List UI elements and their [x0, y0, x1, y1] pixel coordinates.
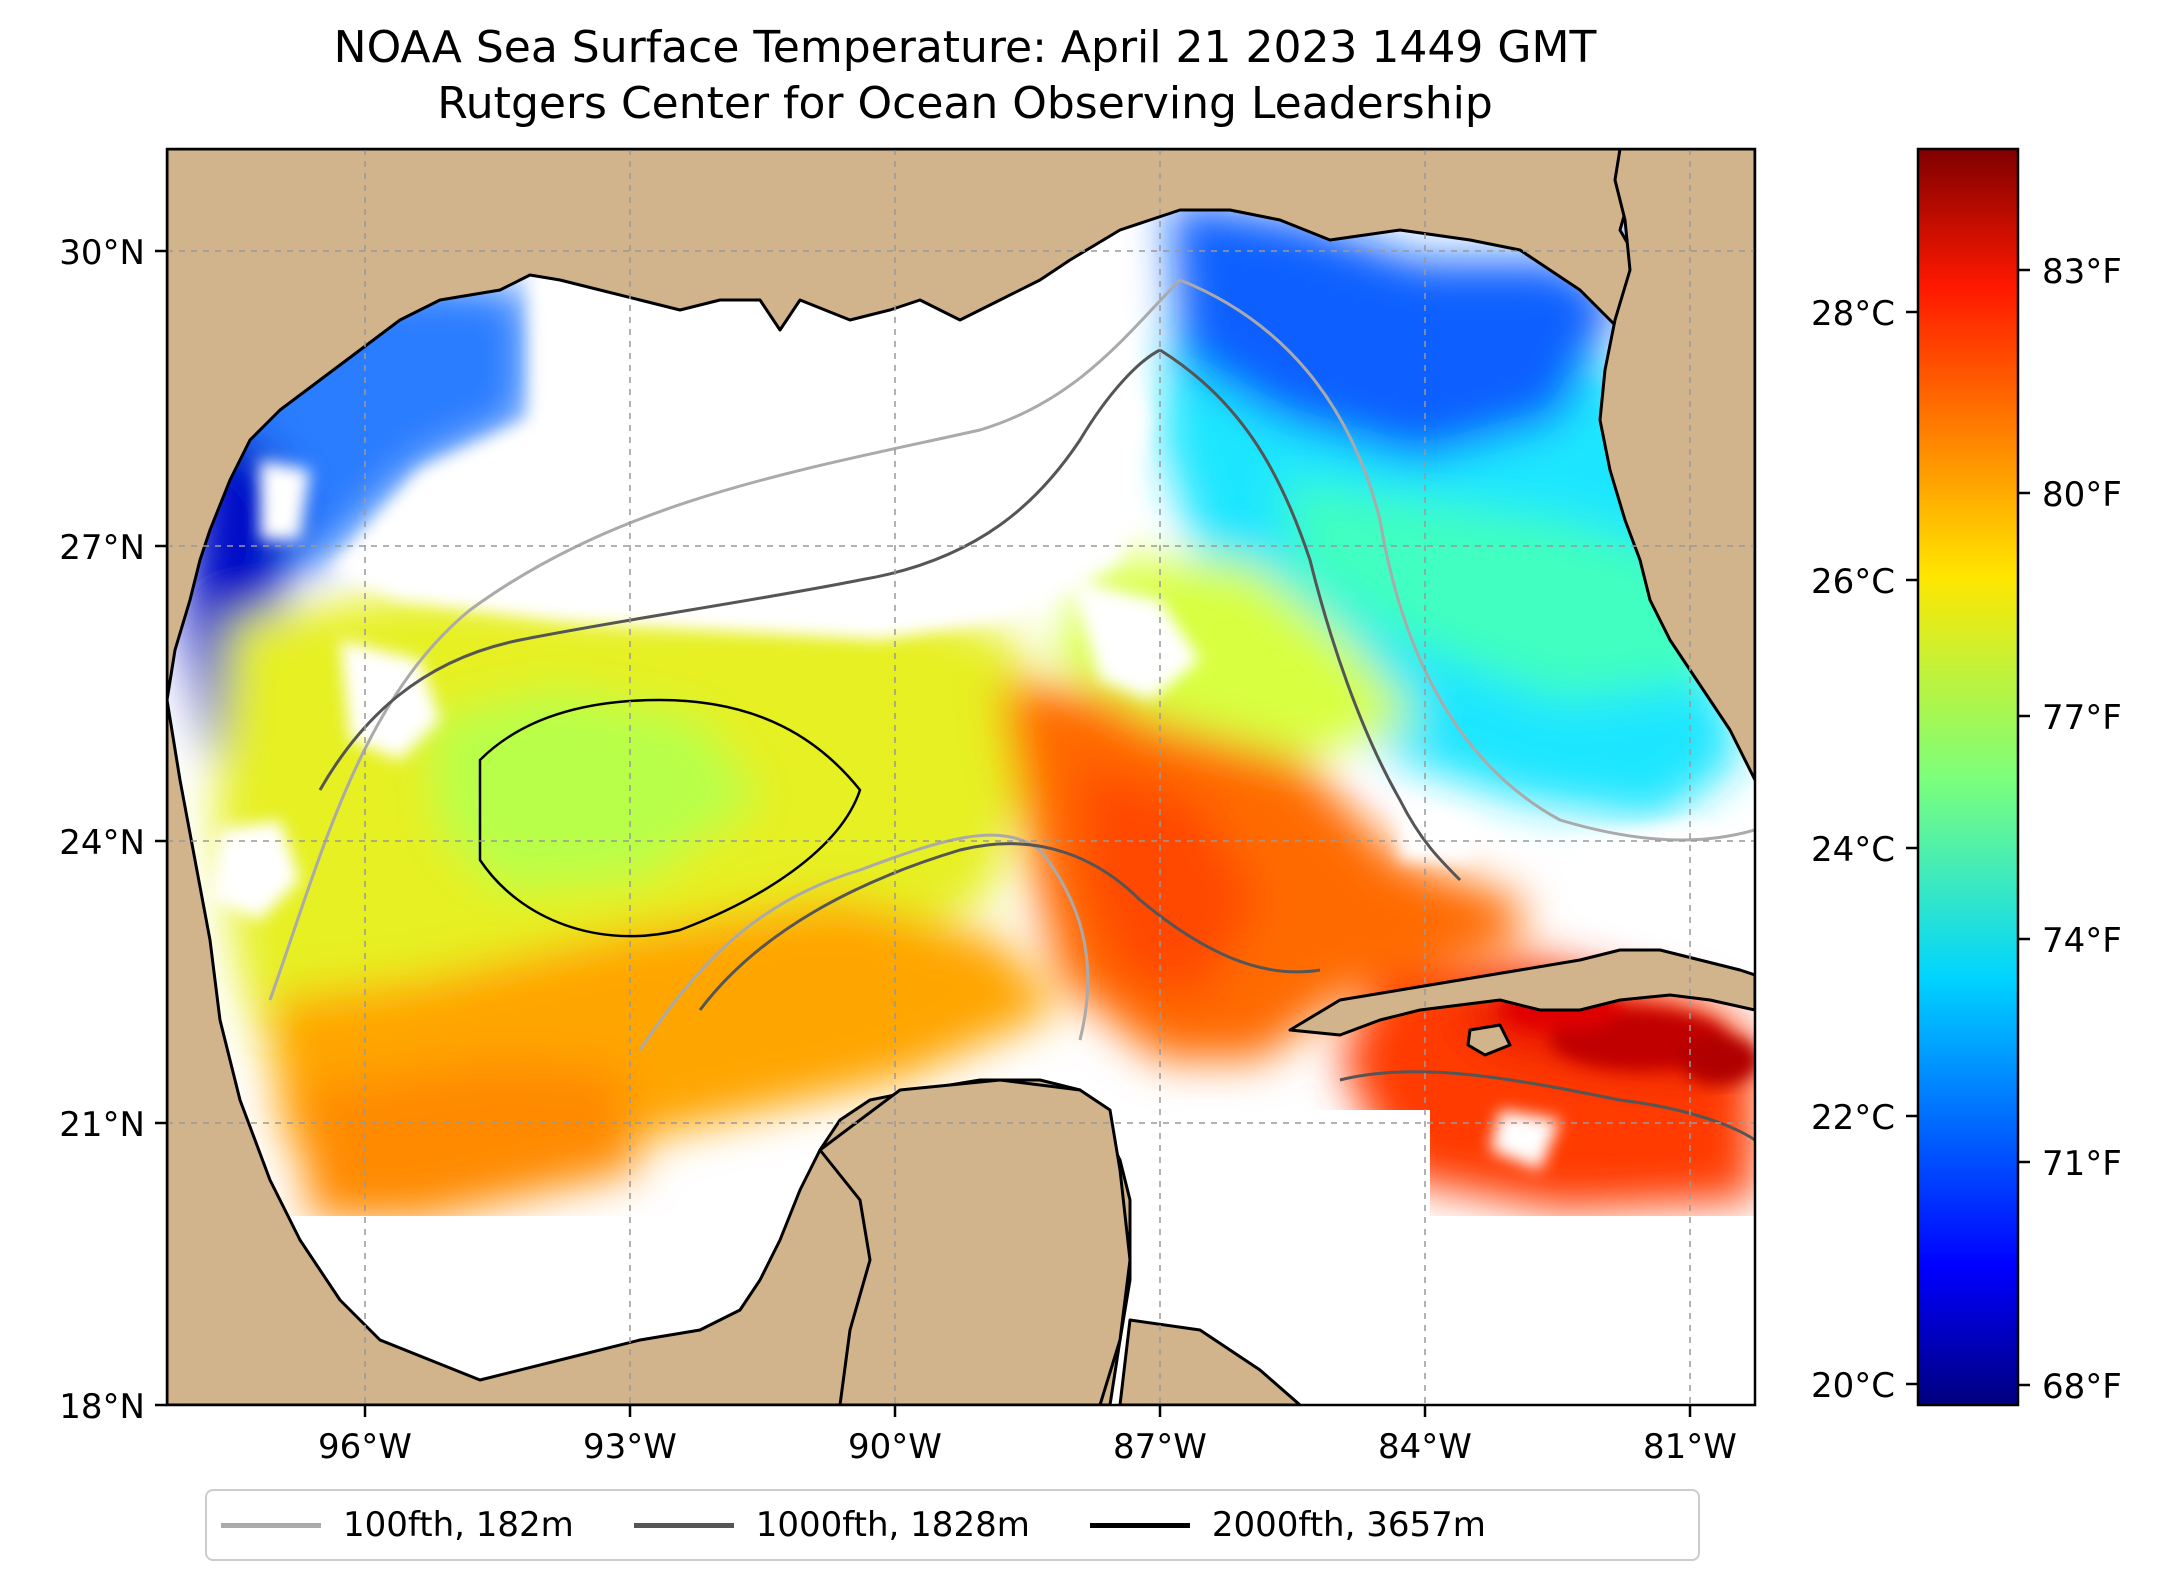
gridlines: [167, 149, 1755, 1405]
celsius-label-22: 22°C: [1811, 1098, 1895, 1138]
fahrenheit-label-68: 68°F: [2042, 1367, 2122, 1407]
lon-tick-marks: [363, 1405, 1692, 1417]
celsius-label-24: 24°C: [1811, 830, 1895, 870]
sst-map: [167, 149, 1755, 1405]
warm-core: [1500, 990, 1755, 1085]
lon-label-90: 90°W: [848, 1427, 942, 1467]
legend-swatch-black: [1089, 1522, 1190, 1528]
legend-swatch-light-gray: [221, 1522, 321, 1528]
celsius-label-20: 20°C: [1811, 1366, 1895, 1406]
lon-label-84: 84°W: [1378, 1427, 1472, 1467]
land: [167, 149, 1755, 1405]
fahrenheit-label-74: 74°F: [2042, 921, 2122, 961]
legend-label: 1000fth, 1828m: [755, 1505, 1030, 1545]
bathymetry-contours: [268, 278, 1755, 1142]
lat-label-27: 27°N: [59, 528, 145, 568]
lat-label-21: 21°N: [59, 1105, 145, 1145]
celsius-label-26: 26°C: [1811, 562, 1895, 602]
fahrenheit-tick-marks: [2018, 268, 2030, 1387]
colorbar: [1916, 147, 2020, 1407]
legend-item-1000fth: 1000fth, 1828m: [633, 1505, 1030, 1545]
lon-label-93: 93°W: [583, 1427, 677, 1467]
lat-label-24: 24°N: [59, 823, 145, 863]
legend-swatch-dark-gray: [633, 1522, 734, 1528]
lat-label-18: 18°N: [59, 1387, 145, 1427]
lon-label-87: 87°W: [1113, 1427, 1207, 1467]
lat-tick-marks: [155, 249, 167, 1407]
fahrenheit-label-77: 77°F: [2042, 698, 2122, 738]
fahrenheit-label-83: 83°F: [2042, 252, 2122, 292]
celsius-tick-marks: [1906, 310, 1918, 1386]
contour-legend: 100fth, 182m 1000fth, 1828m 2000fth, 365…: [205, 1489, 1700, 1561]
legend-label: 2000fth, 3657m: [1211, 1505, 1486, 1545]
lon-label-96: 96°W: [318, 1427, 412, 1467]
map-subtitle: Rutgers Center for Ocean Observing Leade…: [437, 78, 1493, 129]
fahrenheit-label-71: 71°F: [2042, 1144, 2122, 1184]
legend-item-100fth: 100fth, 182m: [221, 1505, 574, 1545]
fahrenheit-label-80: 80°F: [2042, 475, 2122, 515]
map-frame: [165, 147, 1757, 1407]
legend-item-2000fth: 2000fth, 3657m: [1089, 1505, 1486, 1545]
celsius-label-28: 28°C: [1811, 294, 1895, 334]
lon-label-81: 81°W: [1643, 1427, 1737, 1467]
cloud-mask: [210, 260, 1755, 1170]
map-title: NOAA Sea Surface Temperature: April 21 2…: [333, 22, 1597, 73]
lat-label-30: 30°N: [59, 233, 145, 273]
legend-label: 100fth, 182m: [343, 1505, 574, 1545]
